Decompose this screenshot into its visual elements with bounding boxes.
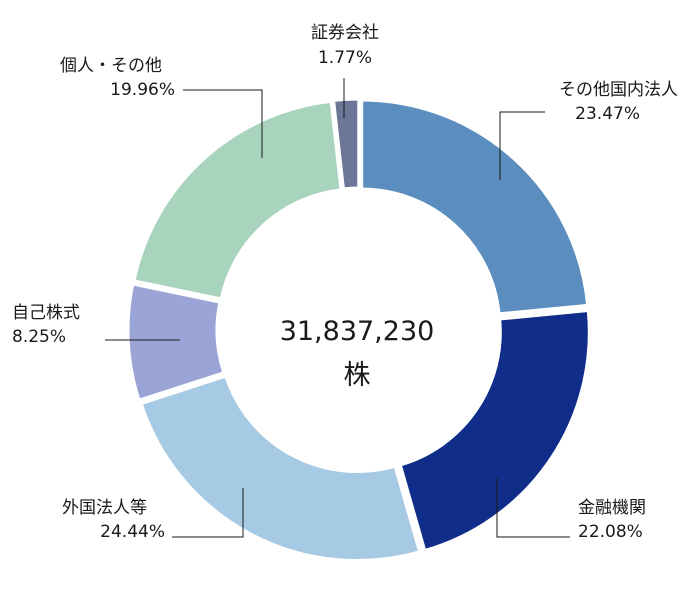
slice-financial-institutions (398, 308, 591, 553)
slice-name-foreign-corp: 外国法人等 (62, 498, 147, 518)
slice-pct-other-domestic-corp: 23.47% (575, 104, 640, 124)
slice-treasury-stock (126, 282, 226, 403)
slice-name-other-domestic-corp: その他国内法人 (559, 80, 678, 100)
slice-pct-securities-companies: 1.77% (318, 48, 372, 68)
slice-individuals-other (132, 99, 343, 301)
slice-pct-financial-institutions: 22.08% (578, 522, 643, 542)
slice-name-individuals-other: 個人・その他 (60, 56, 162, 76)
leader-other-domestic-corp (499, 111, 545, 180)
slice-name-financial-institutions: 金融機関 (578, 498, 646, 518)
slice-pct-treasury-stock: 8.25% (12, 327, 66, 347)
leader-individuals-other (183, 89, 263, 158)
leader-foreign-corp (172, 488, 244, 538)
slice-name-treasury-stock: 自己株式 (12, 303, 80, 323)
slice-securities-companies (331, 97, 361, 191)
center-total-shares: 31,837,230 (280, 316, 435, 347)
leader-financial-institutions (496, 478, 570, 538)
slice-foreign-corp (139, 374, 422, 563)
slice-name-securities-companies: 証券会社 (311, 23, 379, 43)
slice-pct-individuals-other: 19.96% (110, 80, 175, 100)
slice-other-domestic-corp (360, 98, 590, 316)
donut-slices (126, 97, 591, 563)
label-leader-lines (105, 78, 570, 538)
slice-pct-foreign-corp: 24.44% (100, 522, 165, 542)
center-unit: 株 (344, 360, 371, 391)
